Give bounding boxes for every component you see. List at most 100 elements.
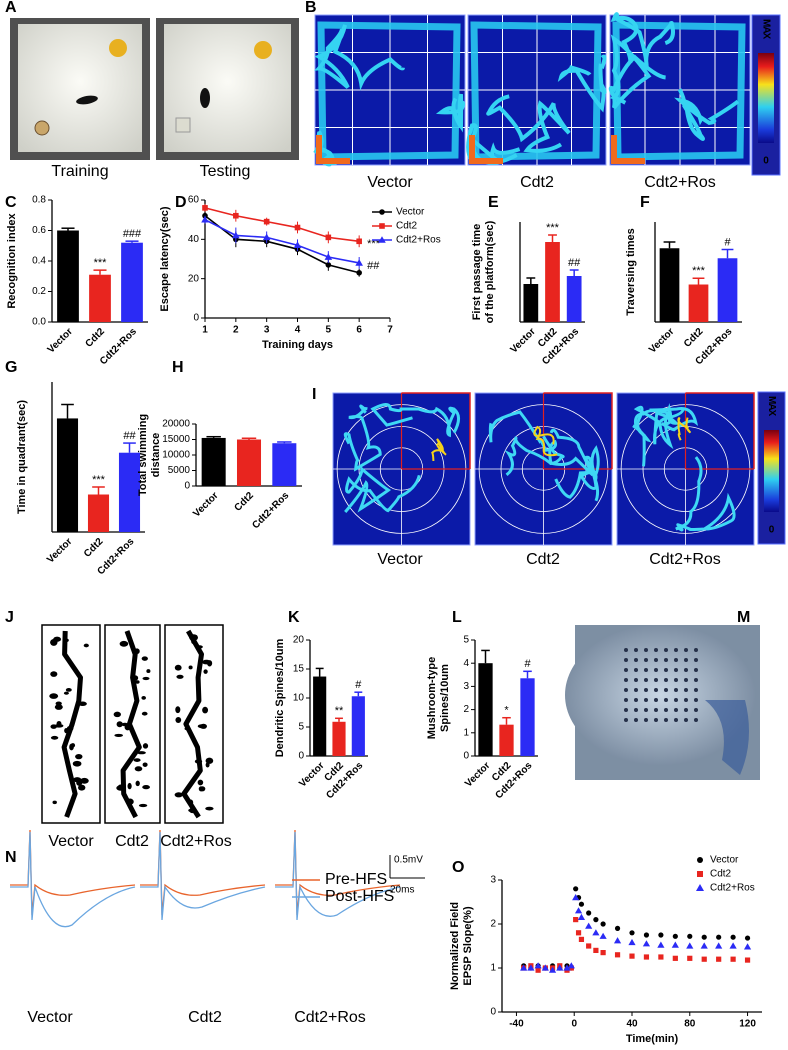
spine [119, 640, 129, 647]
spine [141, 711, 148, 716]
trace [10, 829, 136, 916]
panel-label: F [640, 194, 650, 211]
heatmap [474, 392, 613, 546]
electrode [684, 658, 688, 662]
electrode [654, 688, 658, 692]
spine [197, 779, 204, 786]
electrode [664, 648, 668, 652]
significance: *** [94, 257, 108, 269]
spine [202, 706, 209, 714]
panel-label: D [175, 194, 187, 211]
colorbar [751, 14, 781, 176]
marker [730, 934, 736, 940]
marker [535, 967, 541, 973]
x-tick-label: 120 [739, 1019, 756, 1030]
trace [10, 831, 136, 928]
y-tick-label: 15000 [162, 434, 190, 445]
heatmap [466, 14, 607, 166]
panel-a-photos [10, 18, 299, 160]
marker [577, 913, 586, 920]
marker [744, 957, 751, 963]
x-tick-label: -40 [509, 1019, 524, 1030]
trail [470, 21, 602, 161]
marker [378, 236, 386, 243]
electrode [684, 698, 688, 702]
x-tick-label: Cdt2 [682, 326, 706, 350]
spine [184, 727, 191, 731]
spine [78, 701, 87, 707]
mouse [200, 88, 210, 108]
electrode [684, 678, 688, 682]
electrode [694, 648, 698, 652]
marker [201, 215, 209, 223]
panel-n-scale [389, 855, 425, 879]
y-axis-label: Normalized Field [449, 902, 461, 990]
spine [50, 724, 57, 729]
significance: ** [335, 705, 344, 717]
x-tick-label: 40 [626, 1019, 638, 1030]
panel-label: O [452, 859, 464, 876]
y-tick-label: 2 [463, 704, 469, 715]
spine [116, 721, 123, 728]
spine [135, 680, 140, 684]
x-tick-label: Vector [647, 326, 676, 355]
spine [56, 721, 62, 727]
significance: *** [367, 238, 381, 250]
electrode [634, 708, 638, 712]
panel-label: G [5, 359, 17, 376]
y-tick-label: 0.8 [32, 195, 46, 206]
marker [294, 224, 301, 231]
electrode [674, 688, 678, 692]
panel-label: E [488, 194, 499, 211]
electrode [694, 668, 698, 672]
x-axis-label: Training days [262, 339, 333, 351]
spine [174, 664, 182, 671]
trace [275, 831, 401, 921]
marker [658, 954, 664, 960]
spine [141, 656, 148, 661]
colorbar-label: MAX [760, 19, 771, 40]
marker [658, 932, 664, 938]
electrode [654, 678, 658, 682]
y-tick-label: 5 [463, 635, 469, 646]
y-axis-label: Recognition index [6, 212, 18, 308]
marker [233, 212, 239, 219]
spine [78, 784, 86, 791]
marker [701, 934, 707, 940]
x-tick-label: 5 [326, 325, 332, 336]
y-axis-label: of the platform(sec) [484, 220, 496, 323]
y-axis-label: Dendritic Spines/10um [274, 638, 286, 757]
marker [628, 938, 636, 946]
electrode [674, 648, 678, 652]
trail [317, 21, 461, 161]
y-tick-label: 0 [463, 751, 469, 762]
bar [236, 439, 262, 486]
electrode [624, 678, 628, 682]
electrode [634, 658, 638, 662]
electrode [684, 708, 688, 712]
trail-hot [533, 425, 558, 457]
marker [585, 922, 593, 929]
bar [272, 443, 297, 486]
electrode [624, 718, 628, 722]
spine [64, 638, 69, 642]
colorbar-scale [764, 430, 779, 512]
marker [534, 962, 542, 969]
trail [608, 34, 666, 110]
dendrite-image [164, 624, 224, 824]
electrode [684, 718, 688, 722]
heatmap [313, 14, 466, 167]
spine [175, 717, 182, 723]
electrode [684, 688, 688, 692]
legend-label: Vector [396, 207, 425, 218]
spine [134, 766, 143, 772]
electrode [664, 688, 668, 692]
dendrite-frame [164, 624, 224, 824]
bar [545, 242, 560, 322]
trail-hot [469, 135, 503, 164]
x-tick-label: 0 [571, 1019, 577, 1030]
spine [66, 725, 74, 732]
target-quadrant [543, 392, 613, 469]
electrode [664, 708, 668, 712]
marker [613, 937, 622, 944]
